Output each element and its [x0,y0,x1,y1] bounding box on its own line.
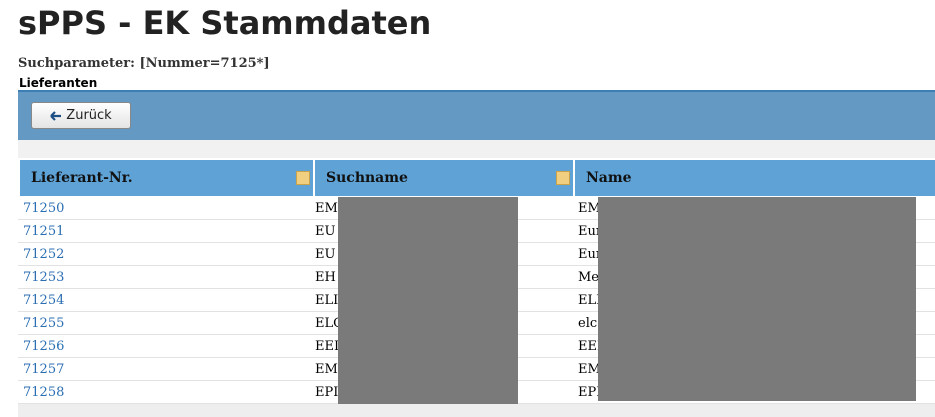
cell-text: EU [315,247,336,262]
supplier-link[interactable]: 71253 [23,270,65,285]
cell-text: elc [578,316,598,331]
cell-text: EH [315,270,336,285]
cell-text: ELI [578,293,602,308]
supplier-link[interactable]: 71257 [23,362,65,377]
column-header[interactable]: Lieferant-Nr. [20,160,313,196]
cell-text: EM [315,201,338,216]
cell-text: ELI [315,293,339,308]
cell-text: ELC [315,316,344,331]
sort-icon[interactable] [296,171,310,185]
page-title: sPPS - EK Stammdaten [18,4,432,42]
supplier-link[interactable]: 71250 [23,201,65,216]
section-title: Lieferanten [19,76,98,90]
redaction [338,197,518,404]
supplier-link[interactable]: 71251 [23,224,65,239]
section-line [18,90,935,92]
supplier-link[interactable]: 71254 [23,293,65,308]
cell-text: EU [315,224,336,239]
supplier-link[interactable]: 71258 [23,385,65,400]
back-button[interactable]: Zurück [31,102,131,129]
cell-text: EM [578,201,601,216]
cell-text: EPI [315,385,339,400]
back-label[interactable]: Zurück [66,108,112,123]
supplier-link[interactable]: 71256 [23,339,65,354]
search-params: Suchparameter: [Nummer=7125*] [18,56,270,71]
cell-text: EM [578,362,601,377]
cell-text: EM [315,362,338,377]
spacer [18,140,935,158]
column-header[interactable]: Suchname [315,160,573,196]
cell-text: Eur [578,247,603,262]
sort-icon[interactable] [556,171,570,185]
supplier-link[interactable]: 71252 [23,247,65,262]
table-footer [18,404,935,417]
cell-text: Me [578,270,600,285]
redaction [598,197,916,401]
cell-text: Eur [578,224,603,239]
arrow-icon [50,110,62,121]
column-header[interactable]: Name [575,160,935,196]
cell-text: EPI [578,385,602,400]
cell-text: EEI [315,339,340,354]
cell-text: EEI [578,339,603,354]
toolbar [18,92,935,140]
supplier-link[interactable]: 71255 [23,316,65,331]
